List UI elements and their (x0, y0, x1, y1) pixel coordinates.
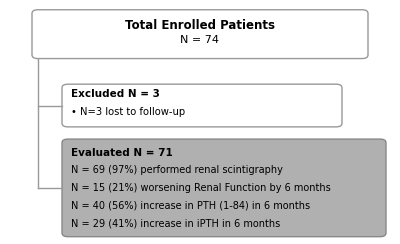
FancyBboxPatch shape (32, 10, 368, 59)
Text: • N=3 lost to follow-up: • N=3 lost to follow-up (71, 107, 185, 116)
Text: N = 29 (41%) increase in iPTH in 6 months: N = 29 (41%) increase in iPTH in 6 month… (71, 219, 280, 229)
FancyBboxPatch shape (62, 84, 342, 127)
Text: N = 74: N = 74 (180, 35, 220, 45)
Text: N = 15 (21%) worsening Renal Function by 6 months: N = 15 (21%) worsening Renal Function by… (71, 183, 330, 193)
FancyBboxPatch shape (62, 139, 386, 237)
Text: Excluded N = 3: Excluded N = 3 (71, 90, 160, 99)
Text: N = 40 (56%) increase in PTH (1-84) in 6 months: N = 40 (56%) increase in PTH (1-84) in 6… (71, 201, 310, 211)
Text: N = 69 (97%) performed renal scintigraphy: N = 69 (97%) performed renal scintigraph… (71, 165, 283, 175)
Text: Evaluated N = 71: Evaluated N = 71 (71, 148, 172, 157)
Text: Total Enrolled Patients: Total Enrolled Patients (125, 19, 275, 32)
